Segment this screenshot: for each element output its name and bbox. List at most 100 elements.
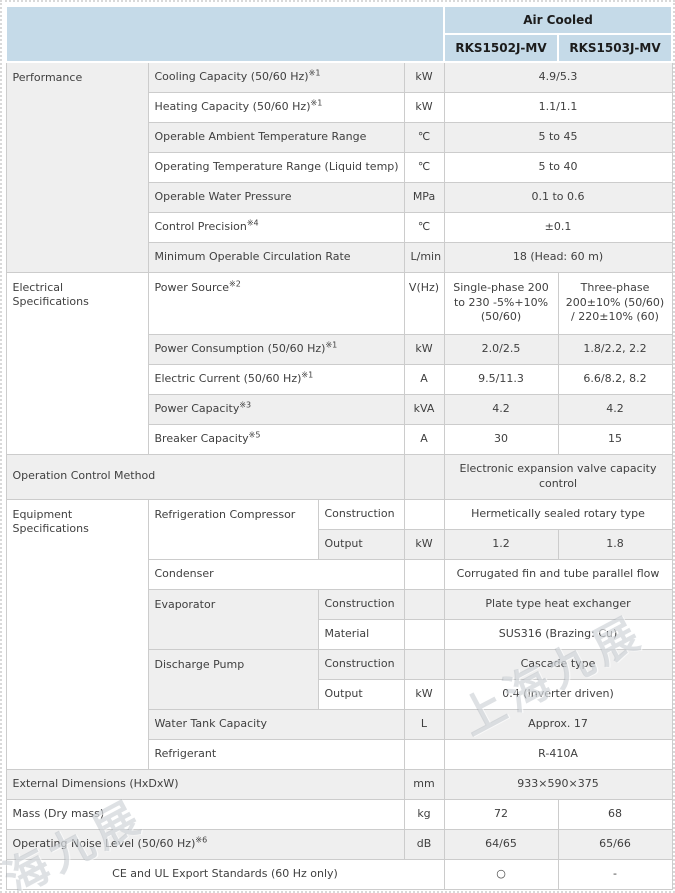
value-cell: Corrugated fin and tube parallel flow (443, 558, 673, 590)
value-cell-model2: 65/66 (557, 828, 673, 860)
sub-item: Construction (317, 648, 405, 680)
unit-cell (403, 453, 445, 500)
unit-cell: kg (403, 798, 445, 830)
row-label-mass: Mass (Dry mass) (5, 798, 405, 830)
value-cell: 4.9/5.3 (443, 61, 673, 93)
value-cell-model1: Single-phase 200 to 230 -5%+10% (50/60) (443, 271, 559, 335)
value-cell: 5 to 40 (443, 151, 673, 183)
value-cell-model2: Three-phase 200±10% (50/60) / 220±10% (6… (557, 271, 673, 335)
unit-cell: kW (403, 61, 445, 93)
row-label: Minimum Operable Circulation Rate (147, 241, 405, 273)
unit-cell (403, 498, 445, 530)
spec-table: Air Cooled RKS1502J-MV RKS1503J-MV Perfo… (5, 5, 673, 890)
value-cell: ±0.1 (443, 211, 673, 243)
value-cell-model1: 30 (443, 423, 559, 455)
value-cell: Plate type heat exchanger (443, 588, 673, 620)
category-electrical: Electrical Specifications (5, 271, 149, 455)
unit-cell (403, 738, 445, 770)
sub-item: Construction (317, 588, 405, 620)
value-cell-model1: 2.0/2.5 (443, 333, 559, 365)
value-cell-model2: 1.8 (557, 528, 673, 560)
sub-item: Material (317, 618, 405, 650)
unit-cell: mm (403, 768, 445, 800)
row-label-operation-control: Operation Control Method (5, 453, 405, 500)
unit-cell (403, 618, 445, 650)
unit-cell: V(Hz) (403, 271, 445, 335)
row-label: Power Consumption (50/60 Hz)※1 (147, 333, 405, 365)
footnote-mark: ※5 (248, 429, 261, 439)
item-water-tank-capacity: Water Tank Capacity (147, 708, 405, 740)
row-label: Power Source※2 (147, 271, 405, 335)
row-label: Operating Temperature Range (Liquid temp… (147, 151, 405, 183)
footnote-mark: ※3 (239, 399, 252, 409)
unit-cell: ℃ (403, 121, 445, 153)
unit-cell (403, 588, 445, 620)
item-refrigeration-compressor: Refrigeration Compressor (147, 498, 319, 560)
footnote-mark: ※1 (325, 339, 338, 349)
row-label: Power Capacity※3 (147, 393, 405, 425)
value-cell-model1: 4.2 (443, 393, 559, 425)
unit-cell: ℃ (403, 211, 445, 243)
unit-cell: kW (403, 91, 445, 123)
value-cell: Electronic expansion valve capacity cont… (443, 453, 673, 500)
value-cell-model2: 1.8/2.2, 2.2 (557, 333, 673, 365)
value-cell-model2: 15 (557, 423, 673, 455)
row-label-operating-noise: Operating Noise Level (50/60 Hz)※6 (5, 828, 405, 860)
row-label: Electric Current (50/60 Hz)※1 (147, 363, 405, 395)
unit-cell: kW (403, 528, 445, 560)
value-cell: 5 to 45 (443, 121, 673, 153)
value-cell: 18 (Head: 60 m) (443, 241, 673, 273)
value-cell-model1: 64/65 (443, 828, 559, 860)
unit-cell (403, 648, 445, 680)
unit-cell: A (403, 423, 445, 455)
value-cell-model2: 68 (557, 798, 673, 830)
row-label: Heating Capacity (50/60 Hz)※1 (147, 91, 405, 123)
value-cell: 933×590×375 (443, 768, 673, 800)
value-cell: Cascade type (443, 648, 673, 680)
unit-cell (403, 558, 445, 590)
unit-cell: L (403, 708, 445, 740)
item-refrigerant: Refrigerant (147, 738, 405, 770)
header-group-air-cooled: Air Cooled (442, 5, 673, 35)
item-discharge-pump: Discharge Pump (147, 648, 319, 710)
value-cell-model1: 9.5/11.3 (443, 363, 559, 395)
unit-cell: kVA (403, 393, 445, 425)
unit-cell: dB (403, 828, 445, 860)
row-label: Breaker Capacity※5 (147, 423, 405, 455)
category-equipment: Equipment Specifications (5, 498, 149, 770)
header-empty-cell (5, 5, 445, 63)
value-cell: R-410A (443, 738, 673, 770)
row-label: Control Precision※4 (147, 211, 405, 243)
unit-cell: L/min (403, 241, 445, 273)
sub-item: Output (317, 528, 405, 560)
footnote-mark: ※1 (301, 369, 314, 379)
value-cell-model1: 1.2 (443, 528, 559, 560)
header-model-1: RKS1502J-MV (443, 33, 559, 63)
value-cell: 1.1/1.1 (443, 91, 673, 123)
row-label-ce-ul-standards: CE and UL Export Standards (60 Hz only) (5, 858, 445, 890)
row-label: Operable Ambient Temperature Range (147, 121, 405, 153)
value-cell-model1: ○ (443, 858, 559, 890)
value-cell-model2: - (557, 858, 673, 890)
sub-item: Output (317, 678, 405, 710)
unit-cell: ℃ (403, 151, 445, 183)
value-cell: 0.4 (Inverter driven) (443, 678, 673, 710)
item-condenser: Condenser (147, 558, 405, 590)
value-cell: 0.1 to 0.6 (443, 181, 673, 213)
row-label: Operable Water Pressure (147, 181, 405, 213)
item-evaporator: Evaporator (147, 588, 319, 650)
unit-cell: kW (403, 678, 445, 710)
value-cell-model2: 6.6/8.2, 8.2 (557, 363, 673, 395)
value-cell-model2: 4.2 (557, 393, 673, 425)
header-model-2: RKS1503J-MV (556, 33, 673, 63)
footnote-mark: ※1 (310, 97, 323, 107)
footnote-mark: ※6 (195, 834, 208, 844)
sub-item: Construction (317, 498, 405, 530)
category-performance: Performance (5, 61, 149, 273)
value-cell: Hermetically sealed rotary type (443, 498, 673, 530)
footnote-mark: ※2 (229, 278, 241, 288)
value-cell: SUS316 (Brazing: Cu) (443, 618, 673, 650)
footnote-mark: ※4 (246, 217, 259, 227)
value-cell-model1: 72 (443, 798, 559, 830)
